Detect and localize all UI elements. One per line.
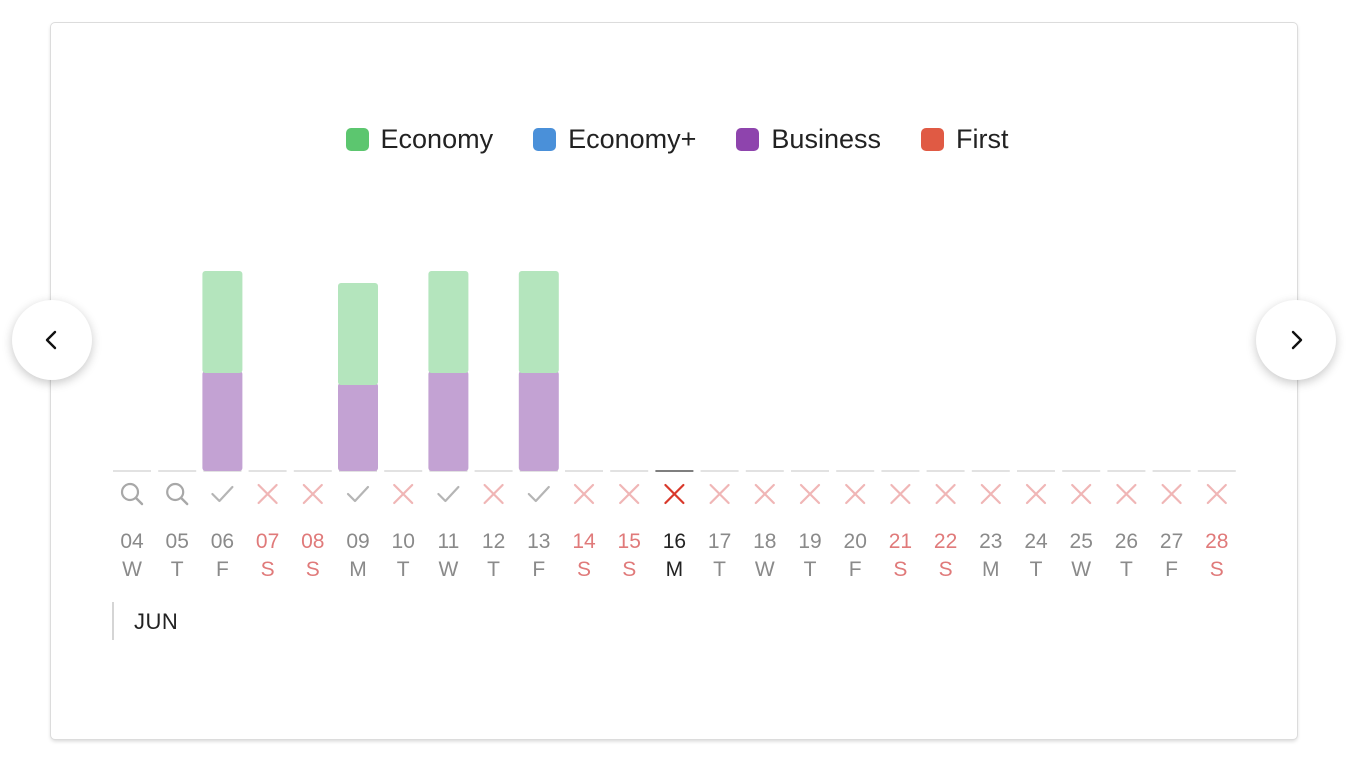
legend-swatch-business: [736, 127, 760, 151]
legend-item-economy-plus: Economy+: [533, 122, 696, 156]
legend-swatch-first: [920, 127, 944, 151]
previous-button[interactable]: [12, 300, 92, 380]
chevron-right-icon: [1291, 330, 1303, 350]
month-divider: [112, 602, 114, 640]
legend-label: Economy: [380, 123, 494, 154]
month-label: JUN: [134, 609, 179, 634]
next-button[interactable]: [1256, 300, 1336, 380]
legend-item-first: First: [920, 122, 1009, 156]
legend-swatch-economy: [345, 127, 369, 151]
legend-label: Business: [771, 123, 881, 154]
chart-legend: Economy Economy+ Business First: [0, 122, 1354, 156]
chevron-left-icon: [45, 330, 57, 350]
legend-item-economy: Economy: [345, 122, 494, 156]
legend-swatch-economy-plus: [533, 127, 557, 151]
legend-item-business: Business: [736, 122, 881, 156]
legend-label: First: [955, 123, 1009, 154]
legend-label: Economy+: [568, 123, 697, 154]
calendar-card: [51, 23, 1297, 739]
